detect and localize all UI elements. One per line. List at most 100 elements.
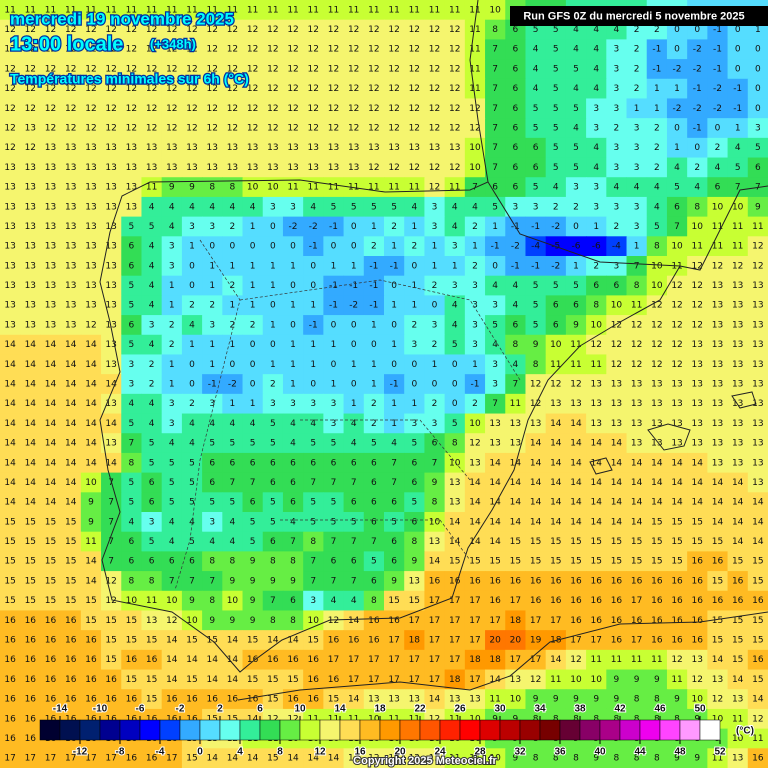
temp-value: 2 xyxy=(634,45,640,55)
temp-cell xyxy=(262,39,284,60)
temp-value: 16 xyxy=(25,655,37,665)
temp-value: 9 xyxy=(169,183,175,193)
temp-value: 7 xyxy=(310,478,316,488)
temp-value: 15 xyxy=(25,576,36,586)
temp-value: 2 xyxy=(614,222,620,232)
temp-value: 12 xyxy=(308,64,319,74)
temp-value: 4 xyxy=(290,517,296,527)
colorbar-label: 42 xyxy=(614,704,626,715)
temp-value: 0 xyxy=(270,242,276,252)
temp-value: 13 xyxy=(25,163,36,173)
temp-value: 16 xyxy=(4,734,16,744)
temp-value: 14 xyxy=(530,498,542,508)
temp-value: 0 xyxy=(694,143,700,153)
temp-value: 14 xyxy=(25,360,37,370)
temp-value: 9 xyxy=(391,576,397,586)
temp-value: 0 xyxy=(755,104,761,114)
temp-value: -4 xyxy=(531,242,540,252)
temp-value: 5 xyxy=(250,537,256,547)
colorbar-swatch xyxy=(79,719,101,741)
temp-cell xyxy=(141,39,163,60)
temp-value: 3 xyxy=(209,320,215,330)
temp-cell xyxy=(80,19,102,40)
temp-cell xyxy=(161,177,183,198)
temp-value: 12 xyxy=(611,360,622,370)
temp-value: 5 xyxy=(189,458,195,468)
temp-value: 9 xyxy=(230,576,236,586)
temp-value: 13 xyxy=(105,360,116,370)
temp-value: 12 xyxy=(287,124,298,134)
temp-value: 7 xyxy=(492,104,498,114)
temp-cell xyxy=(646,157,668,178)
temp-value: 0 xyxy=(310,261,316,271)
temp-value: 1 xyxy=(391,242,397,252)
temp-value: 6 xyxy=(371,517,377,527)
temp-cell xyxy=(626,78,648,99)
temp-value: 12 xyxy=(388,64,399,74)
temp-cell xyxy=(666,177,688,198)
temp-value: 16 xyxy=(611,636,623,646)
temp-cell xyxy=(646,196,668,218)
temp-value: 3 xyxy=(290,202,296,212)
temp-value: 3 xyxy=(432,202,438,212)
temp-cell xyxy=(565,78,587,99)
temp-cell xyxy=(101,59,122,80)
temp-cell xyxy=(222,78,244,99)
temp-value: 14 xyxy=(712,478,724,488)
temp-cell xyxy=(20,98,41,119)
colorbar-swatch xyxy=(559,719,581,741)
temp-value: 8 xyxy=(452,439,458,449)
temp-value: 1 xyxy=(310,360,316,370)
temp-value: -1 xyxy=(491,242,500,252)
temp-value: 4 xyxy=(614,183,620,193)
temp-value: 0 xyxy=(371,340,377,350)
temp-value: 13 xyxy=(429,537,440,547)
temp-value: 3 xyxy=(270,399,276,409)
temp-cell xyxy=(121,78,142,99)
temp-value: 2 xyxy=(654,143,660,153)
colorbar-swatch xyxy=(119,719,141,741)
temp-value: 0 xyxy=(290,320,296,330)
temp-value: 1 xyxy=(230,301,236,311)
temp-value: 1 xyxy=(573,261,579,271)
temp-value: 15 xyxy=(65,517,76,527)
temp-value: 15 xyxy=(631,537,642,547)
temp-value: 14 xyxy=(489,537,501,547)
temp-value: 16 xyxy=(611,576,623,586)
temp-value: 3 xyxy=(331,399,337,409)
temp-value: 11 xyxy=(631,655,642,665)
temp-value: 11 xyxy=(308,5,319,15)
temp-value: 7 xyxy=(129,439,135,449)
temp-value: 13 xyxy=(732,419,743,429)
temp-value: 10 xyxy=(550,340,562,350)
temp-value: 16 xyxy=(146,655,158,665)
temp-value: 13 xyxy=(510,675,521,685)
temp-cell xyxy=(565,137,587,159)
temp-cell xyxy=(101,157,122,178)
temp-value: 6 xyxy=(371,576,377,586)
temp-value: 12 xyxy=(186,124,197,134)
temp-value: 11 xyxy=(146,183,157,193)
temp-value: 4 xyxy=(573,124,579,134)
temp-value: 11 xyxy=(550,360,561,370)
temp-value: 14 xyxy=(692,458,704,468)
temp-value: 5 xyxy=(209,498,215,508)
temp-value: 16 xyxy=(692,636,704,646)
temp-value: 12 xyxy=(368,45,379,55)
temp-cell xyxy=(444,98,466,119)
temp-value: 8 xyxy=(593,301,599,311)
temp-value: 4 xyxy=(452,222,458,232)
temp-value: 12 xyxy=(449,163,460,173)
temp-value: 1 xyxy=(230,340,236,350)
temp-value: 14 xyxy=(85,458,97,468)
temp-value: 15 xyxy=(85,596,96,606)
temp-value: 6 xyxy=(209,478,215,488)
temp-cell xyxy=(565,177,587,198)
temp-value: 13 xyxy=(570,399,581,409)
temp-cell xyxy=(343,157,365,178)
temp-value: 2 xyxy=(432,340,438,350)
temp-value: 11 xyxy=(671,675,682,685)
temp-value: 13 xyxy=(692,360,703,370)
temp-value: 17 xyxy=(449,616,460,626)
temp-value: 13 xyxy=(65,261,76,271)
